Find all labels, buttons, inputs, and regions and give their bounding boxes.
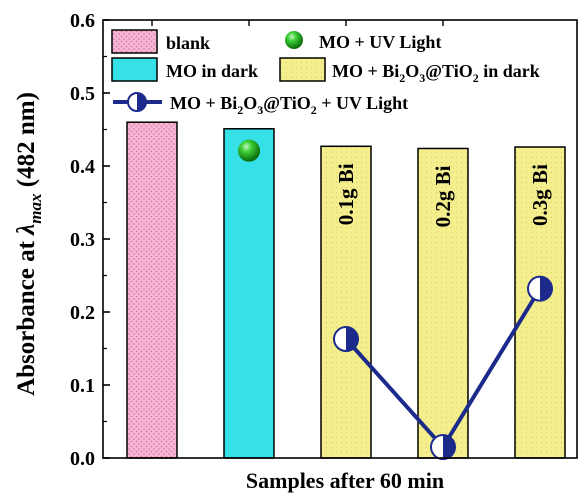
y-tick-label: 0.5 <box>70 83 95 105</box>
legend-label-blank: blank <box>166 33 210 53</box>
y-tick-label: 0.4 <box>70 156 95 178</box>
series-point <box>430 434 456 461</box>
uv-catalyst-series <box>333 275 553 461</box>
legend-marker-cat-uv <box>127 92 147 112</box>
bar-labels: 0.1g Bi 0.2g Bi 0.3g Bi <box>334 163 552 227</box>
y-tick-label: 0.0 <box>70 448 95 470</box>
bar <box>514 146 566 459</box>
y-tick-label: 0.3 <box>70 229 95 251</box>
y-tick-label: 0.2 <box>70 302 95 324</box>
series-point <box>527 275 553 302</box>
bar-data-label: 0.1g Bi <box>334 163 358 225</box>
bars <box>126 121 566 459</box>
legend-label-cat-dark: MO + Bi2O3@TiO2 in dark <box>332 61 540 85</box>
legend-label-mo-dark: MO in dark <box>166 61 258 81</box>
legend-label-cat-uv: MO + Bi2O3@TiO2 + UV Light <box>170 93 408 117</box>
y-tick-label: 0.1 <box>70 375 95 397</box>
legend-swatch-mo-dark <box>111 57 158 82</box>
plot-frame <box>102 19 578 459</box>
legend-swatch-blank <box>111 29 158 54</box>
y-axis-label: Absorbance at λmax (482 nm) <box>13 92 45 396</box>
bar <box>417 147 469 459</box>
uv-point-marker <box>238 139 260 162</box>
uv-point <box>238 139 260 162</box>
legend-swatch-cat-dark <box>279 57 326 82</box>
x-axis-label: Samples after 60 min <box>246 468 444 493</box>
bar <box>126 121 178 459</box>
y-tick-label: 0.6 <box>70 10 95 32</box>
bar-data-label: 0.2g Bi <box>431 165 455 227</box>
bar <box>223 128 275 459</box>
bar-data-label: 0.3g Bi <box>528 164 552 226</box>
legend-marker-mo-uv <box>285 31 303 49</box>
bar <box>320 145 372 459</box>
legend-label-mo-uv: MO + UV Light <box>319 32 441 52</box>
legend: blank MO + UV Light MO in dark MO + Bi2O… <box>111 29 540 117</box>
series-point <box>333 326 359 353</box>
